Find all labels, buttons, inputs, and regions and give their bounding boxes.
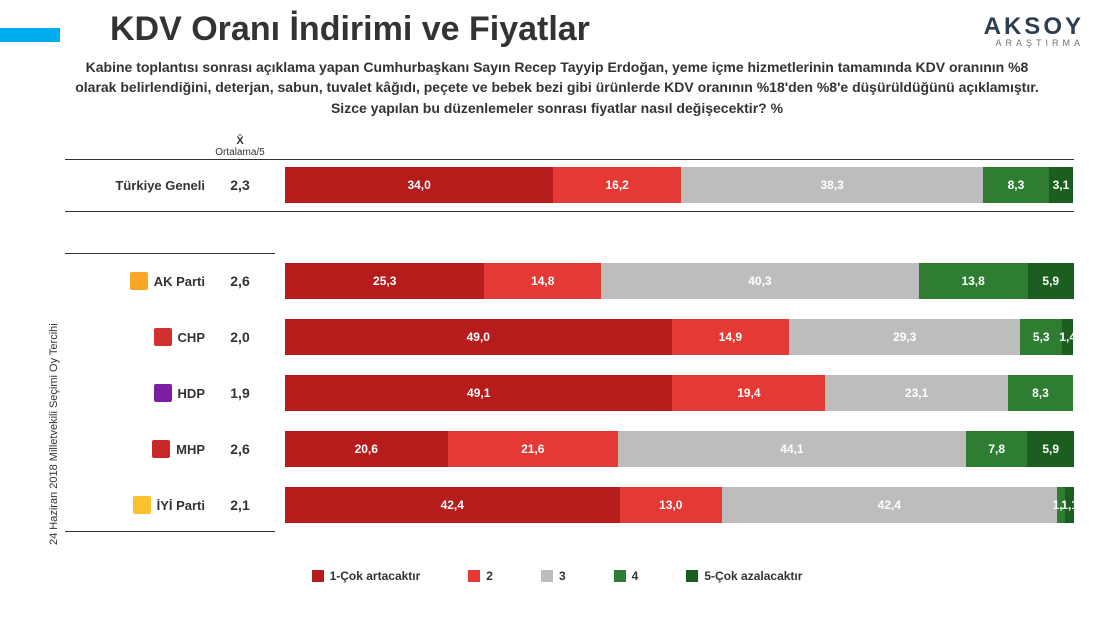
party-icon [130,272,148,290]
bar-segment: 49,1 [285,375,672,411]
legend-label: 1-Çok artacaktır [330,569,421,583]
row-avg: 2,6 [205,263,275,299]
legend-swatch [686,570,698,582]
row-party: İYİ Parti2,142,413,042,41,11,1 [40,487,1074,523]
row-label: HDP [60,375,205,411]
divider-mid [65,211,1074,212]
bar-segment: 5,9 [1028,263,1075,299]
row-label-text: İYİ Parti [157,498,205,513]
legend-label: 3 [559,569,566,583]
bar-segment: 13,0 [620,487,723,523]
bar-segment: 23,1 [825,375,1007,411]
legend-label: 4 [632,569,639,583]
bar-segment: 7,8 [966,431,1028,467]
row-label: İYİ Parti [60,487,205,523]
bar-segment: 16,2 [553,167,681,203]
row-avg: 2,3 [205,167,275,203]
row-party: HDP1,9 49,119,423,18,3 [40,375,1074,411]
accent-bar [0,28,60,42]
legend-item: 2 [468,569,493,583]
legend-swatch [541,570,553,582]
bar-segment: 3,1 [1049,167,1073,203]
divider-parties-top [65,253,275,254]
bar-segment: 8,3 [1008,375,1073,411]
bar-segment: 20,6 [285,431,448,467]
bar-segment: 19,4 [672,375,825,411]
bar-segment: 25,3 [285,263,484,299]
bar-track: 49,014,929,35,31,4 [285,319,1074,355]
row-label: MHP [60,431,205,467]
subtitle-text: Kabine toplantısı sonrası açıklama yapan… [75,59,1039,95]
question-text: Sizce yapılan bu düzenlemeler sonrası fi… [70,99,1044,119]
bar-segment: 42,4 [722,487,1057,523]
avg-header-sub: Ortalama/5 [205,147,275,158]
side-axis-label: 24 Haziran 2018 Milletvekili Seçimi Oy T… [48,323,60,545]
party-icon [133,496,151,514]
row-label-text: MHP [176,442,205,457]
row-avg: 2,0 [205,319,275,355]
bar-segment: 29,3 [789,319,1020,355]
legend-swatch [312,570,324,582]
bar-segment: 34,0 [285,167,553,203]
row-party: AK Parti2,6 25,314,840,313,85,9 [40,263,1074,299]
bar-segment: 8,3 [983,167,1048,203]
row-avg: 1,9 [205,375,275,411]
party-icon [154,328,172,346]
legend-swatch [614,570,626,582]
brand-logo: AKSOY ARAŞTIRMA [984,15,1084,48]
row-label-text: AK Parti [154,274,205,289]
legend-label: 2 [486,569,493,583]
subtitle-block: Kabine toplantısı sonrası açıklama yapan… [70,58,1044,119]
row-party: CHP2,0 49,014,929,35,31,4 [40,319,1074,355]
divider-top [65,159,1074,160]
bar-segment: 42,4 [285,487,620,523]
row-label: CHP [60,319,205,355]
avg-header-symbol: X̄ [236,135,243,147]
bar-segment: 21,6 [448,431,618,467]
bar-track: 20,621,644,17,85,9 [285,431,1074,467]
row-avg: 2,1 [205,487,275,523]
bar-segment: 13,8 [919,263,1028,299]
legend: 1-Çok artacaktır 2 3 4 5-Çok azalacaktır [40,569,1074,585]
bar-segment: 14,9 [672,319,790,355]
legend-item: 3 [541,569,566,583]
bar-segment: 44,1 [618,431,966,467]
page-title: KDV Oranı İndirimi ve Fiyatlar [110,10,590,49]
bar-segment: 5,9 [1027,431,1074,467]
bar-segment: 40,3 [601,263,919,299]
bar-track: 34,016,238,38,33,1 [285,167,1074,203]
legend-label: 5-Çok azalacaktır [704,569,802,583]
row-overall: Türkiye Geneli 2,3 34,016,238,38,33,1 [40,167,1074,203]
chart-area: X̄ Ortalama/5 Türkiye Geneli 2,3 34,016,… [40,135,1074,585]
bar-segment: 38,3 [681,167,983,203]
legend-item: 5-Çok azalacaktır [686,569,802,583]
row-label: AK Parti [60,263,205,299]
bar-track: 42,413,042,41,11,1 [285,487,1074,523]
party-icon [152,440,170,458]
bar-segment: 5,3 [1020,319,1062,355]
logo-top: AKSOY [984,15,1084,39]
bar-track: 25,314,840,313,85,9 [285,263,1074,299]
row-avg: 2,6 [205,431,275,467]
row-label-text: Türkiye Geneli [115,178,205,193]
bar-segment: 1,1 [1065,487,1074,523]
logo-bottom: ARAŞTIRMA [984,39,1084,48]
divider-parties-bottom [65,531,275,532]
legend-item: 1-Çok artacaktır [312,569,421,583]
bar-track: 49,119,423,18,3 [285,375,1074,411]
row-label-text: CHP [178,330,205,345]
row-label-text: HDP [178,386,205,401]
row-party: MHP2,6 20,621,644,17,85,9 [40,431,1074,467]
party-icon [154,384,172,402]
bar-segment: 49,0 [285,319,672,355]
avg-column-header: X̄ Ortalama/5 [205,135,275,158]
bar-segment: 1,4 [1062,319,1073,355]
legend-item: 4 [614,569,639,583]
bar-segment: 14,8 [484,263,601,299]
legend-swatch [468,570,480,582]
row-label: Türkiye Geneli [60,167,205,203]
